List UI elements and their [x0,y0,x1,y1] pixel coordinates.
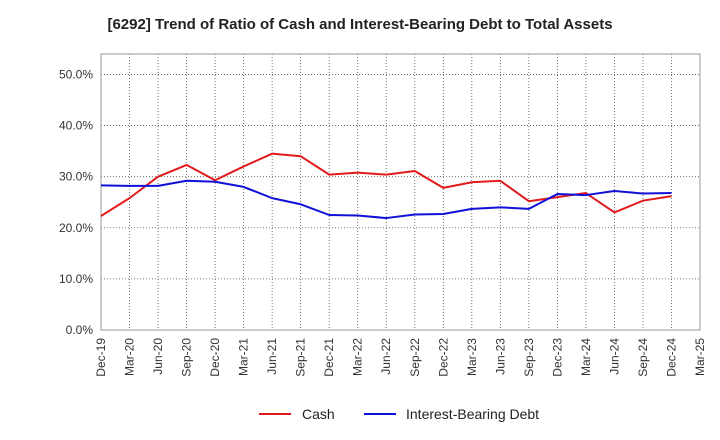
y-tick-label: 0.0% [66,323,94,337]
x-tick-label: Mar-21 [237,338,251,376]
y-tick-label: 30.0% [59,170,93,184]
x-tick-label: Dec-21 [322,338,336,377]
x-tick-label: Dec-23 [550,338,564,377]
x-tick-label: Mar-25 [693,338,707,376]
y-tick-label: 40.0% [59,119,93,133]
x-tick-label: Sep-24 [636,338,650,377]
x-tick-label: Jun-22 [379,338,393,375]
plot-frame [100,53,701,331]
x-tick-label: Dec-22 [436,338,450,377]
x-tick-label: Jun-20 [151,338,165,375]
x-tick-label: Dec-20 [208,338,222,377]
x-tick-label: Jun-21 [265,338,279,375]
x-tick-label: Mar-24 [579,338,593,376]
y-tick-label: 20.0% [59,221,93,235]
y-tick-label: 50.0% [59,67,93,81]
legend-label: Interest-Bearing Debt [406,406,539,422]
x-tick-label: Sep-21 [294,338,308,377]
plot-background [101,54,700,330]
x-tick-label: Dec-24 [664,338,678,377]
x-tick-label: Jun-23 [493,338,507,375]
chart-title: [6292] Trend of Ratio of Cash and Intere… [107,16,613,33]
x-tick-label: Jun-24 [607,338,621,375]
x-tick-label: Sep-23 [522,338,536,377]
x-tick-label: Sep-20 [180,338,194,377]
x-tick-label: Mar-22 [351,338,365,376]
series-line-interest-bearing-debt [100,179,672,220]
x-tick-label: Mar-20 [123,338,137,376]
x-tick-label: Dec-19 [94,338,108,377]
legend-label: Cash [302,406,335,422]
y-tick-label: 10.0% [59,272,93,286]
x-tick-label: Mar-23 [465,338,479,376]
x-tick-label: Sep-22 [408,338,422,377]
